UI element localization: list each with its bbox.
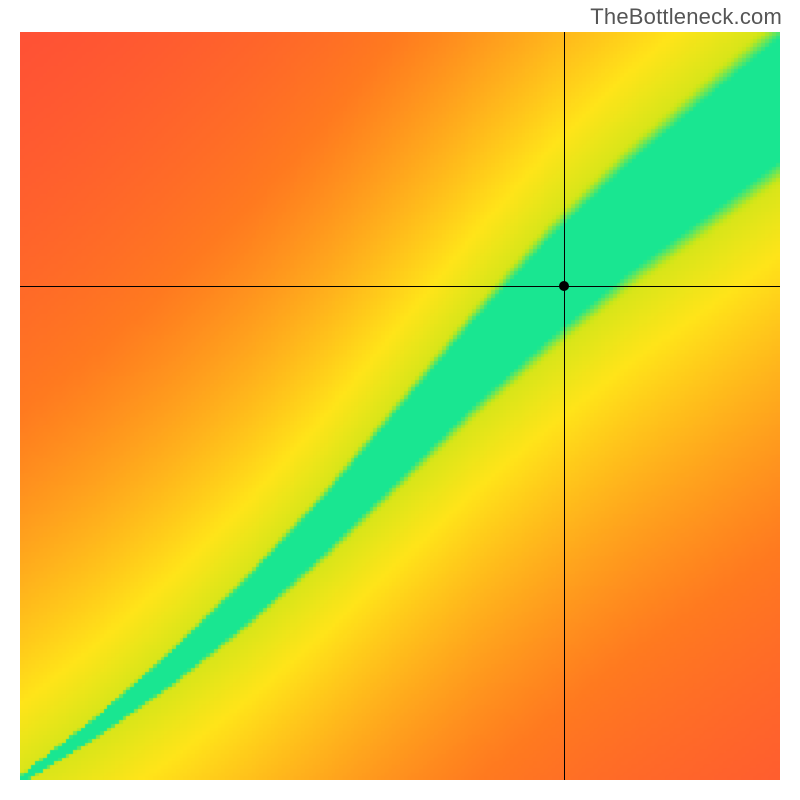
crosshair-horizontal <box>20 286 780 287</box>
intersection-marker[interactable] <box>559 281 569 291</box>
heatmap-canvas <box>20 32 780 780</box>
chart-area <box>20 32 780 780</box>
chart-container: TheBottleneck.com <box>0 0 800 800</box>
watermark-text: TheBottleneck.com <box>590 4 782 30</box>
crosshair-vertical <box>564 32 565 780</box>
